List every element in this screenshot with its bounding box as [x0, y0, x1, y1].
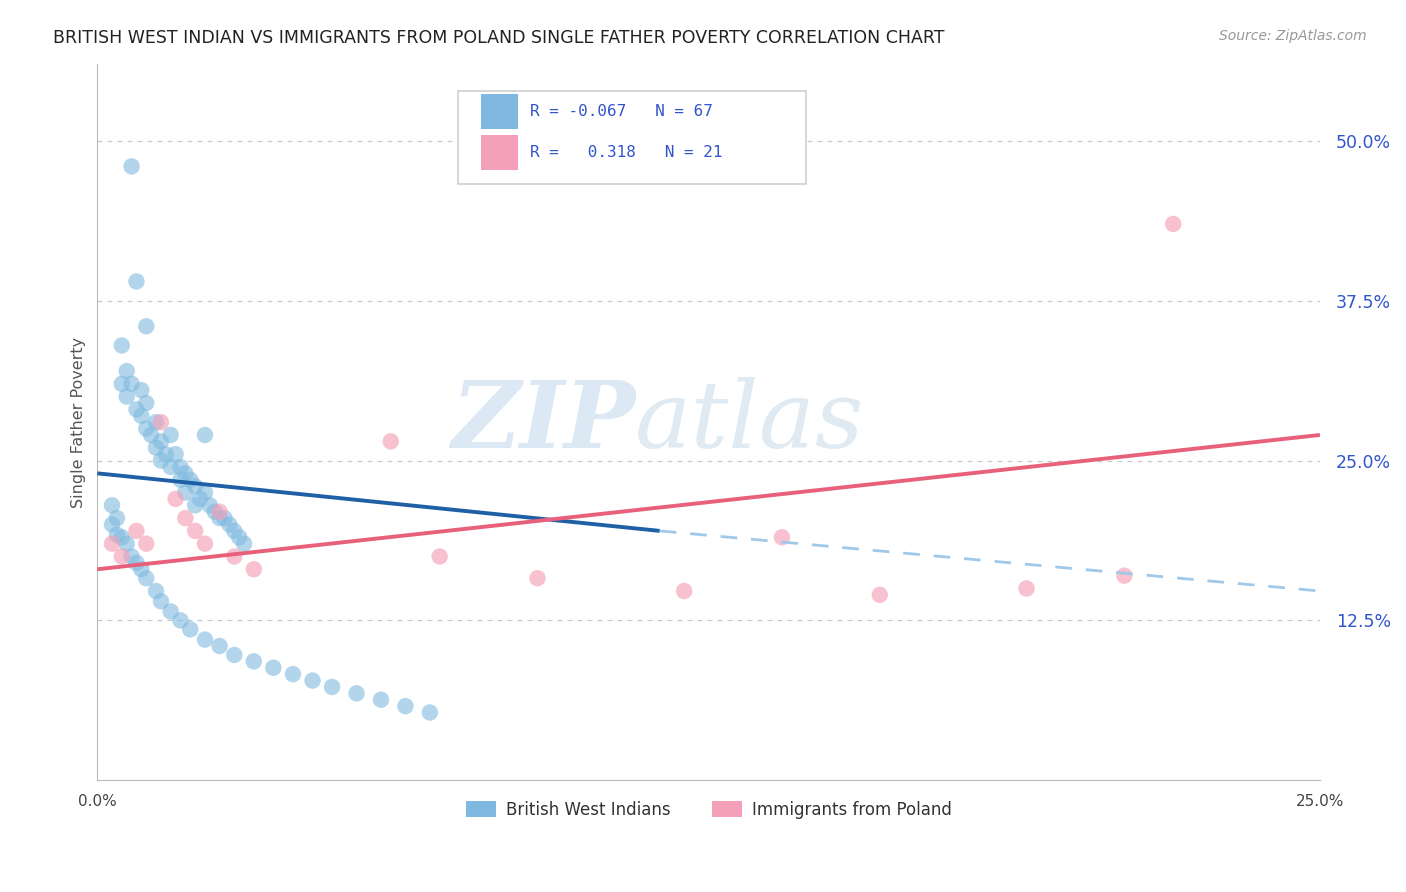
- Point: [149, 434, 172, 449]
- Point: [233, 537, 256, 551]
- Point: [101, 537, 124, 551]
- Point: [262, 661, 284, 675]
- Point: [194, 632, 217, 647]
- Point: [380, 434, 402, 449]
- Point: [869, 588, 891, 602]
- Point: [218, 517, 240, 532]
- Point: [228, 530, 250, 544]
- Point: [321, 680, 343, 694]
- Point: [131, 562, 153, 576]
- Point: [111, 376, 134, 391]
- FancyBboxPatch shape: [458, 91, 807, 184]
- Point: [145, 441, 167, 455]
- Point: [526, 571, 548, 585]
- Point: [131, 383, 153, 397]
- Y-axis label: Single Father Poverty: Single Father Poverty: [72, 336, 86, 508]
- Point: [139, 428, 162, 442]
- Point: [188, 491, 211, 506]
- Point: [121, 160, 143, 174]
- Point: [208, 505, 231, 519]
- Point: [105, 527, 128, 541]
- Point: [301, 673, 323, 688]
- Point: [121, 549, 143, 564]
- Text: R =   0.318   N = 21: R = 0.318 N = 21: [530, 145, 723, 160]
- Point: [184, 524, 207, 538]
- Point: [184, 498, 207, 512]
- Point: [135, 319, 157, 334]
- Point: [224, 648, 246, 662]
- Point: [174, 511, 197, 525]
- Point: [149, 594, 172, 608]
- Point: [159, 428, 181, 442]
- Point: [174, 467, 197, 481]
- Point: [346, 686, 368, 700]
- Text: ZIP: ZIP: [451, 377, 636, 467]
- Point: [135, 571, 157, 585]
- Point: [115, 364, 138, 378]
- Text: R = -0.067   N = 67: R = -0.067 N = 67: [530, 103, 713, 119]
- Text: BRITISH WEST INDIAN VS IMMIGRANTS FROM POLAND SINGLE FATHER POVERTY CORRELATION : BRITISH WEST INDIAN VS IMMIGRANTS FROM P…: [53, 29, 945, 46]
- Point: [204, 505, 226, 519]
- Text: Source: ZipAtlas.com: Source: ZipAtlas.com: [1219, 29, 1367, 43]
- Point: [149, 415, 172, 429]
- Point: [194, 485, 217, 500]
- Point: [208, 639, 231, 653]
- Point: [135, 421, 157, 435]
- Point: [111, 530, 134, 544]
- Point: [125, 275, 148, 289]
- Point: [149, 453, 172, 467]
- Legend: British West Indians, Immigrants from Poland: British West Indians, Immigrants from Po…: [458, 795, 959, 826]
- Point: [125, 556, 148, 570]
- Point: [111, 338, 134, 352]
- Point: [101, 498, 124, 512]
- Point: [125, 524, 148, 538]
- Point: [125, 402, 148, 417]
- Point: [194, 537, 217, 551]
- Point: [159, 605, 181, 619]
- Point: [115, 390, 138, 404]
- Point: [179, 623, 201, 637]
- Point: [243, 654, 266, 668]
- Point: [198, 498, 221, 512]
- Point: [194, 428, 217, 442]
- Point: [1114, 568, 1136, 582]
- Point: [281, 667, 304, 681]
- Point: [179, 473, 201, 487]
- Point: [159, 459, 181, 474]
- Bar: [481, 95, 517, 128]
- Point: [105, 511, 128, 525]
- Point: [208, 511, 231, 525]
- Point: [115, 537, 138, 551]
- Point: [394, 699, 416, 714]
- Point: [101, 517, 124, 532]
- Point: [174, 485, 197, 500]
- Point: [145, 584, 167, 599]
- Point: [224, 549, 246, 564]
- Point: [419, 706, 441, 720]
- Point: [135, 537, 157, 551]
- Text: atlas: atlas: [636, 377, 865, 467]
- Point: [214, 511, 236, 525]
- Point: [155, 447, 177, 461]
- Point: [135, 396, 157, 410]
- Point: [243, 562, 266, 576]
- Point: [169, 473, 191, 487]
- Point: [121, 376, 143, 391]
- Point: [184, 479, 207, 493]
- Point: [1015, 582, 1038, 596]
- Point: [111, 549, 134, 564]
- Point: [169, 614, 191, 628]
- Point: [145, 415, 167, 429]
- Point: [673, 584, 696, 599]
- Point: [770, 530, 793, 544]
- Point: [169, 459, 191, 474]
- Point: [1161, 217, 1184, 231]
- Point: [165, 491, 187, 506]
- Point: [165, 447, 187, 461]
- Point: [224, 524, 246, 538]
- Point: [131, 409, 153, 423]
- Point: [429, 549, 451, 564]
- Point: [370, 692, 392, 706]
- Bar: [481, 136, 517, 169]
